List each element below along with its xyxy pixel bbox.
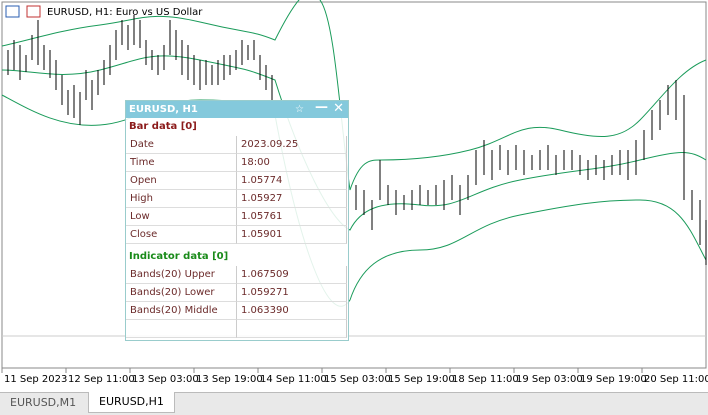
time-label: 20 Sep 11:00	[644, 374, 708, 385]
chart-title: EURUSD, H1: Euro vs US Dollar	[47, 7, 203, 18]
time-label: 13 Sep 03:00	[132, 374, 199, 385]
cell-empty	[237, 320, 347, 338]
data-window: EURUSD, H1 ☆ — ✕ Bar data [0] Date 2023.09…	[125, 100, 349, 341]
data-row: High 1.05927	[126, 190, 348, 208]
data-row	[126, 320, 348, 338]
chart-tab[interactable]: EURUSD,H1	[88, 392, 175, 413]
chart-icon	[26, 5, 41, 18]
cell-empty	[126, 320, 237, 338]
time-label: 14 Sep 11:00	[260, 374, 327, 385]
data-row: Low 1.05761	[126, 208, 348, 226]
tab-bar: EURUSD,M1 EURUSD,H1	[0, 392, 708, 415]
minimize-button[interactable]: —	[315, 100, 328, 115]
time-label: 18 Sep 11:00	[452, 374, 519, 385]
time-label: 19 Sep 19:00	[580, 374, 647, 385]
time-label: 15 Sep 19:00	[388, 374, 455, 385]
cell-label: Time	[126, 154, 237, 172]
section-heading: Bar data [0]	[129, 121, 197, 132]
cell-value: 1.05761	[237, 208, 347, 226]
time-label: 11 Sep 2023	[4, 374, 67, 385]
cell-value: 1.067509	[237, 266, 347, 284]
chart-icon	[5, 5, 20, 18]
panel-body: Bar data [0] Date 2023.09.25 Time 18:00 Open 1…	[126, 118, 348, 338]
close-button[interactable]: ✕	[333, 101, 344, 116]
time-label: 15 Sep 03:00	[324, 374, 391, 385]
cell-label: Date	[126, 136, 237, 154]
cell-label: Low	[126, 208, 237, 226]
cell-value: 1.063390	[237, 302, 347, 320]
cell-label: Close	[126, 226, 237, 244]
data-row: Time 18:00	[126, 154, 348, 172]
cell-label: Bands(20) Lower	[126, 284, 237, 302]
time-label: 19 Sep 03:00	[516, 374, 583, 385]
data-row: Close 1.05901	[126, 226, 348, 244]
time-label: 13 Sep 19:00	[196, 374, 263, 385]
cell-value: 1.05927	[237, 190, 347, 208]
cell-label: Open	[126, 172, 237, 190]
pin-button[interactable]: ☆	[295, 104, 304, 115]
cell-value: 2023.09.25	[237, 136, 347, 154]
cell-label: Bands(20) Middle	[126, 302, 237, 320]
cell-label: High	[126, 190, 237, 208]
data-row: Bands(20) Lower 1.059271	[126, 284, 348, 302]
cell-value: 1.059271	[237, 284, 347, 302]
cell-value: 1.05774	[237, 172, 347, 190]
data-row: Bands(20) Upper 1.067509	[126, 266, 348, 284]
time-label: 12 Sep 11:00	[68, 374, 135, 385]
data-row: Open 1.05774	[126, 172, 348, 190]
panel-title: EURUSD, H1	[129, 104, 198, 115]
cell-value: 18:00	[237, 154, 347, 172]
data-row: Bands(20) Middle 1.063390	[126, 302, 348, 320]
cell-label: Bands(20) Upper	[126, 266, 237, 284]
chart-tab[interactable]: EURUSD,M1	[10, 396, 77, 409]
candle-wicks	[7, 15, 707, 265]
section-heading: Indicator data [0]	[129, 251, 229, 262]
panel-title-bar: EURUSD, H1 ☆ — ✕	[126, 100, 348, 118]
plot-frame	[1, 1, 707, 369]
data-row: Date 2023.09.25	[126, 136, 348, 154]
cell-value: 1.05901	[237, 226, 347, 244]
